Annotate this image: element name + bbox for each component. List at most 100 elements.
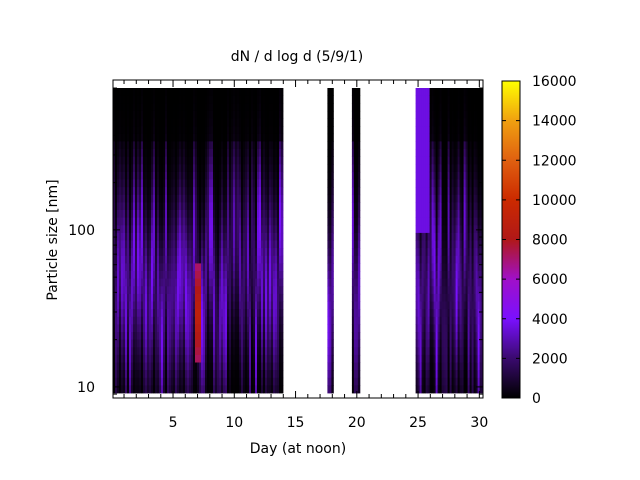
heatmap-cell	[141, 187, 144, 196]
heatmap-cell	[251, 156, 254, 165]
heatmap-cell	[255, 110, 258, 119]
heatmap-cell	[241, 164, 244, 173]
heatmap-cell	[457, 362, 460, 371]
heatmap-cell	[261, 377, 264, 386]
heatmap-cell	[139, 293, 142, 302]
heatmap-cell	[327, 271, 330, 279]
heatmap-cell	[159, 126, 162, 135]
heatmap-cell	[171, 232, 174, 241]
heatmap-cell	[429, 202, 432, 211]
heatmap-cell	[255, 232, 258, 241]
heatmap-cell	[141, 133, 144, 142]
heatmap-cell	[143, 103, 146, 112]
heatmap-cell	[427, 309, 430, 318]
heatmap-cell	[115, 225, 118, 234]
heatmap-cell	[249, 95, 252, 104]
heatmap-cell	[239, 347, 242, 356]
heatmap-cell	[273, 88, 276, 96]
heatmap-cell	[465, 149, 468, 157]
heatmap-cell	[125, 202, 128, 211]
heatmap-cell	[141, 354, 144, 363]
heatmap-cell	[133, 316, 136, 325]
heatmap-cell	[257, 362, 260, 371]
heatmap-cell	[439, 324, 442, 333]
heatmap-cell	[169, 164, 172, 173]
heatmap-cell	[187, 240, 190, 249]
heatmap-cell	[187, 210, 190, 218]
heatmap-cell	[353, 286, 357, 295]
heatmap-cell	[249, 126, 252, 135]
heatmap-cell	[281, 95, 284, 104]
heatmap-cell	[263, 232, 266, 241]
heatmap-cell	[235, 385, 238, 394]
heatmap-cell	[155, 187, 158, 196]
heatmap-cell	[157, 187, 160, 196]
heatmap-cell	[205, 293, 208, 302]
heatmap-cell	[249, 149, 252, 157]
heatmap-cell	[419, 362, 422, 371]
heatmap-cell	[329, 385, 332, 394]
heatmap-cell	[133, 263, 136, 272]
heatmap-cell	[223, 339, 226, 348]
heatmap-cell	[269, 316, 272, 325]
heatmap-cell	[271, 202, 274, 211]
heatmap-cell	[235, 103, 238, 112]
heatmap-cell	[193, 377, 196, 386]
heatmap-cell	[239, 149, 242, 157]
heatmap-cell	[455, 309, 458, 318]
heatmap-cell	[175, 118, 178, 127]
heatmap-cell	[253, 156, 256, 165]
heatmap-cell	[137, 347, 140, 356]
heatmap-cell	[267, 141, 270, 150]
heatmap-cell	[429, 255, 432, 264]
heatmap-cell	[139, 194, 142, 203]
heatmap-cell	[205, 324, 208, 333]
heatmap-cell	[223, 202, 226, 211]
heatmap-cell	[429, 332, 432, 340]
heatmap-cell	[183, 240, 186, 249]
heatmap-cell	[425, 217, 428, 226]
heatmap-cell	[145, 278, 148, 287]
heatmap-cell	[475, 385, 478, 394]
heatmap-cell	[161, 370, 164, 379]
heatmap-cell	[153, 217, 156, 226]
heatmap-cell	[117, 248, 120, 257]
heatmap-cell	[277, 194, 280, 203]
heatmap-cell	[277, 118, 280, 127]
heatmap-cell	[423, 339, 426, 348]
heatmap-cell	[453, 370, 456, 379]
heatmap-cell	[441, 164, 444, 173]
heatmap-cell	[477, 179, 480, 188]
heatmap-cell	[435, 149, 438, 157]
heatmap-cell	[117, 271, 120, 279]
heatmap-cell	[231, 316, 234, 325]
heatmap-cell	[473, 95, 476, 104]
heatmap-cell	[275, 263, 278, 272]
heatmap-cell	[113, 225, 116, 234]
heatmap-cell	[477, 103, 480, 112]
heatmap-cell	[457, 149, 460, 157]
heatmap-cell	[253, 339, 256, 348]
heatmap-cell	[357, 118, 361, 127]
heatmap-cell	[421, 88, 424, 96]
heatmap-cell	[167, 210, 170, 218]
heatmap-cell	[465, 179, 468, 188]
heatmap-cell	[221, 293, 224, 302]
heatmap-cell	[439, 248, 442, 257]
heatmap-cell	[259, 255, 262, 264]
heatmap-cell	[223, 263, 226, 272]
heatmap-cell	[477, 126, 480, 135]
heatmap-cell	[433, 316, 436, 325]
heatmap-cell	[233, 225, 236, 234]
heatmap-cell	[209, 332, 212, 340]
heatmap-cell	[113, 271, 116, 279]
heatmap-cell	[451, 255, 454, 264]
heatmap-cell	[183, 187, 186, 196]
heatmap-cell	[121, 225, 124, 234]
heatmap-cell	[207, 293, 210, 302]
heatmap-cell	[167, 248, 170, 257]
heatmap-cell	[241, 362, 244, 371]
heatmap-cell	[133, 293, 136, 302]
heatmap-cell	[153, 354, 156, 363]
heatmap-cell	[351, 179, 355, 188]
